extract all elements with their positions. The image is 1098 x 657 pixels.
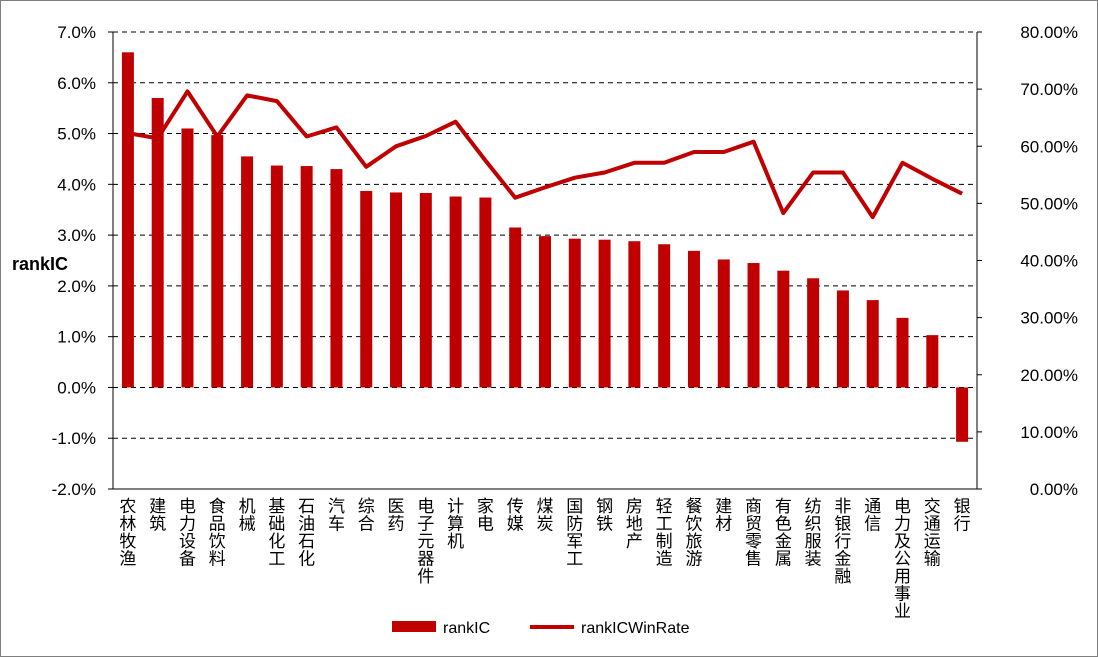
y-tick-label: 2.0% <box>57 277 96 296</box>
y-tick-label: -2.0% <box>52 480 96 499</box>
bar-rankic <box>449 196 462 388</box>
y-tick-label: -1.0% <box>52 429 96 448</box>
y-tick-label: 4.0% <box>57 175 96 194</box>
x-tick-label: 建材 <box>715 497 732 535</box>
x-tick-label: 传媒 <box>507 497 524 535</box>
bar-rankic <box>717 259 730 388</box>
bar-rankic <box>539 236 551 388</box>
x-tick-label: 煤炭 <box>537 497 554 535</box>
bar-rankic <box>777 270 790 388</box>
y2-tick-label: 50.00% <box>1020 194 1078 213</box>
x-tick-label: 建筑 <box>149 497 166 535</box>
x-tick-label: 通信 <box>864 497 881 535</box>
y2-tick-label: 60.00% <box>1020 137 1078 156</box>
bar-rankic <box>270 165 283 388</box>
x-tick-label: 钢铁 <box>596 497 613 535</box>
bar-rankic <box>687 250 700 388</box>
x-tick-label: 国防军工 <box>566 497 583 570</box>
bar-rankic <box>330 169 343 388</box>
y2-tick-label: 40.00% <box>1020 252 1078 271</box>
x-tick-label: 有色金属 <box>775 497 792 570</box>
bar-rankic <box>121 52 134 388</box>
bar-rankic <box>658 244 671 388</box>
y2-tick-label: 80.00% <box>1020 23 1078 42</box>
x-tick-label: 基础化工 <box>268 497 285 570</box>
bar-rankic <box>926 335 939 388</box>
legend: rankIC rankICWinRate <box>392 620 690 637</box>
y-axis-label: rankIC <box>12 254 68 274</box>
y2-tick-label: 70.00% <box>1020 80 1078 99</box>
bar-rankic <box>866 300 879 388</box>
x-tick-label: 计算机 <box>447 497 464 552</box>
x-tick-label: 非银行金融 <box>834 497 851 587</box>
bar-rankic <box>598 239 611 388</box>
y-tick-label: 1.0% <box>57 328 96 347</box>
x-tick-label: 农林牧渔 <box>119 497 136 570</box>
bar-rankic <box>151 98 164 388</box>
y2-tick-label: 30.00% <box>1020 309 1078 328</box>
x-tick-label: 银行 <box>954 497 971 535</box>
x-tick-label: 食品饮料 <box>209 497 226 570</box>
bar-rankic <box>896 317 909 388</box>
x-tick-label: 医药 <box>388 497 405 535</box>
bar-rankic <box>181 128 194 388</box>
bar-rankic <box>419 192 432 388</box>
x-tick-label: 轻工制造 <box>656 497 673 570</box>
bar-rankic <box>300 166 313 388</box>
bar-rankic <box>241 156 254 388</box>
y2-tick-label: 0.00% <box>1030 480 1078 499</box>
x-tick-label: 电子元器件 <box>417 497 434 587</box>
bar-rankic <box>807 278 820 388</box>
x-tick-label: 电力及公用事业 <box>894 497 911 622</box>
y-tick-label: 5.0% <box>57 125 96 144</box>
x-tick-label: 房地产 <box>626 497 643 552</box>
x-tick-label: 汽车 <box>328 497 345 535</box>
y-tick-label: 6.0% <box>57 74 96 93</box>
bar-rankic <box>568 238 581 388</box>
bar-rankic <box>479 197 492 388</box>
x-tick-label: 电力设备 <box>179 497 196 570</box>
bar-rankic <box>956 387 969 442</box>
bar-rankic <box>628 241 641 388</box>
bar-rankic <box>211 135 224 388</box>
y-tick-label: 7.0% <box>57 23 96 42</box>
y2-tick-label: 20.00% <box>1020 366 1078 385</box>
bar-rankic <box>747 263 760 388</box>
x-tick-label: 石油石化 <box>298 497 315 570</box>
y-tick-label: 0.0% <box>57 378 96 397</box>
bar-rankic <box>836 290 849 388</box>
y-tick-label: 3.0% <box>57 226 96 245</box>
x-tick-label: 交通运输 <box>924 497 941 570</box>
legend-swatch-rankic <box>392 621 436 632</box>
x-tick-label: 纺织服装 <box>805 497 822 570</box>
x-tick-label: 餐饮旅游 <box>685 497 702 570</box>
x-tick-label: 商贸零售 <box>745 497 762 570</box>
bar-rankic <box>390 192 403 388</box>
legend-label-rankic: rankIC <box>443 620 490 637</box>
line-rankicwinrate <box>127 89 963 220</box>
x-tick-label: 综合 <box>358 497 375 535</box>
y2-tick-label: 10.00% <box>1020 423 1078 442</box>
bar-rankic <box>360 190 373 388</box>
legend-label-rankicwinrate: rankICWinRate <box>581 620 690 637</box>
x-tick-label: 机械 <box>239 497 256 535</box>
x-tick-label: 家电 <box>477 497 494 535</box>
bar-rankic <box>509 227 522 388</box>
